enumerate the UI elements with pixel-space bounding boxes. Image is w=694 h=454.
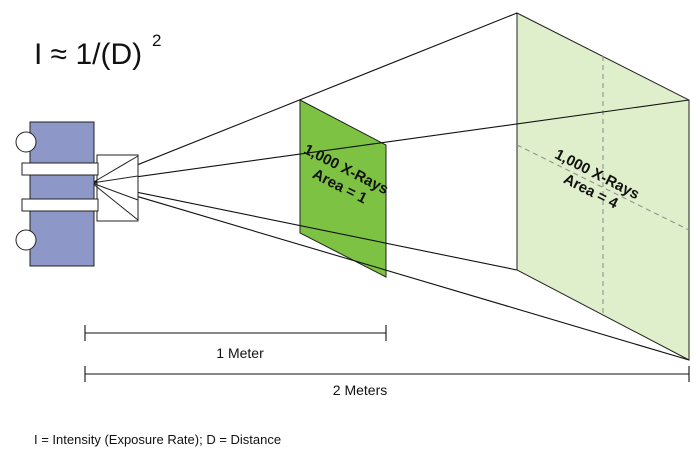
formula: I ≈ 1/(D) 2 xyxy=(34,31,161,71)
dimension-2-meters xyxy=(84,366,690,382)
dimension-2-label: 2 Meters xyxy=(333,382,387,398)
caption: I = Intensity (Exposure Rate); D = Dista… xyxy=(34,432,281,447)
formula-main: I ≈ 1/(D) xyxy=(34,38,142,71)
tube-band-top xyxy=(21,162,99,176)
tube-knob-bottom xyxy=(15,229,37,251)
tube-body xyxy=(29,121,95,267)
dimension-1-label: 1 Meter xyxy=(216,345,264,361)
xray-source xyxy=(15,121,139,267)
tube-knob-top xyxy=(15,131,37,153)
far-plane-horizontal-axis xyxy=(516,144,690,231)
near-plane xyxy=(299,99,387,278)
beam-lines xyxy=(91,12,690,361)
dimension-1-meter xyxy=(84,325,387,341)
tube-band-bottom xyxy=(21,198,99,212)
formula-exponent: 2 xyxy=(152,31,161,50)
tube-housing xyxy=(96,154,139,222)
